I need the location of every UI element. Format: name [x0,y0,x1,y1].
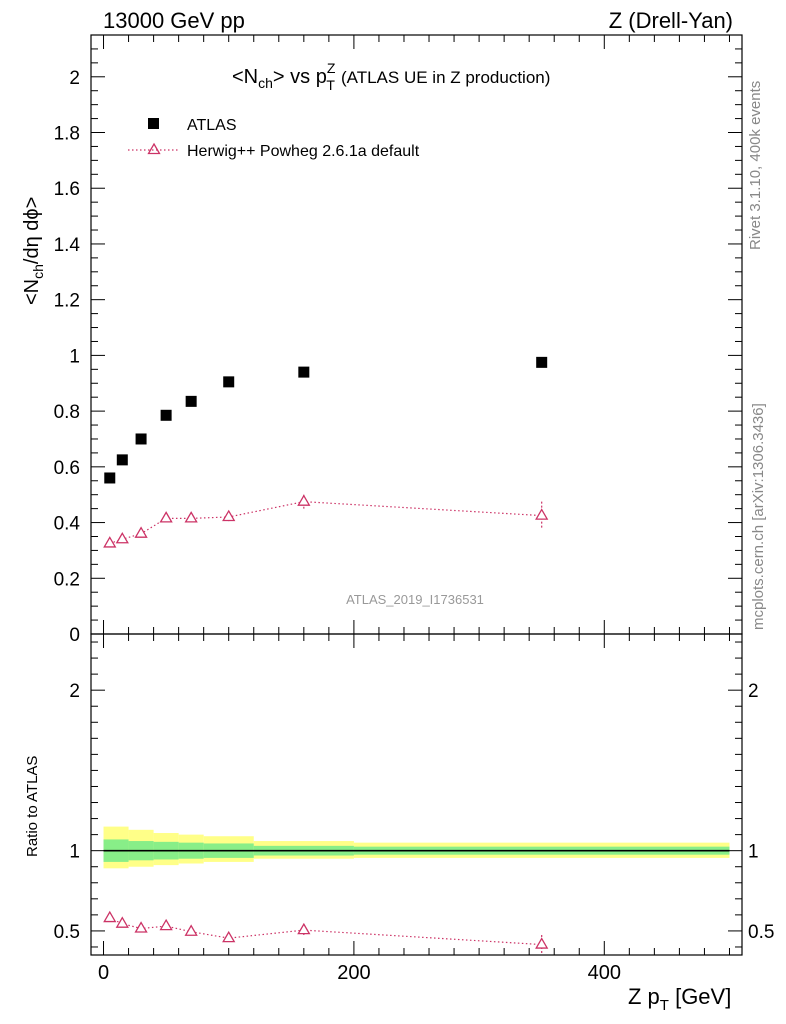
xlabel-pre: Z p [628,984,660,1009]
top-point-atlas [223,376,235,388]
ratio-point-herwig [297,922,311,935]
top-point-atlas [160,409,172,421]
header-left: 13000 GeV pp [103,8,245,33]
top-point-atlas [185,395,197,407]
xtick-label: 400 [588,962,621,984]
top-ytick-label: 0.6 [54,458,80,479]
ratio-point-herwig [222,930,236,943]
top-point-atlas [298,366,310,378]
top-point-atlas [104,472,116,484]
mcplots-label: mcplots.cern.ch [arXiv:1306.3436] [750,403,767,630]
title-main: <N [232,66,258,88]
top-point-atlas [536,356,548,368]
top-ytick-label: 1.2 [54,291,80,312]
top-point-herwig [134,526,148,538]
axes: 0 0.2 0.4 0.6 0.8 1 1.2 1.4 1.6 1.8 2 0 200 400 0.5 0.5… [54,34,774,984]
ratio-ylabel: Ratio to ATLAS [24,756,41,857]
data-points [103,356,549,955]
ratio-point-herwig [535,937,549,949]
top-point-herwig [297,494,311,506]
legend-marker-atlas [148,118,159,129]
title-sub2: T [326,77,335,93]
xlabel-sub: T [660,997,669,1014]
top-ytick-label: 1.4 [54,235,81,256]
top-ylabel: <Nch/dη dϕ> [21,197,46,305]
legend-label-herwig: Herwig++ Powheg 2.6.1a default [187,143,420,160]
analysis-tag: ATLAS_2019_I1736531 [346,592,484,607]
top-point-herwig [103,536,117,548]
title-main-rest: > vs p [273,66,327,88]
top-point-herwig [222,509,236,522]
top-series-line [109,501,542,545]
top-ytick-label: 0.8 [54,402,80,423]
xlabel-post: [GeV] [669,984,731,1009]
top-point-herwig [115,531,129,544]
title-main-sub: ch [258,75,273,91]
ratio-point-herwig [159,918,173,931]
ratio-point-herwig [184,924,198,936]
top-point-herwig [535,508,549,520]
header-right: Z (Drell-Yan) [609,8,733,33]
top-ytick-label: 1 [69,346,80,367]
ratio-ytick-label: 1 [69,842,80,863]
top-ylabel-post: /dη dϕ> [21,197,43,264]
xlabel: Z pT [GeV] [628,984,731,1014]
xtick-label: 200 [337,962,370,984]
legend-label-atlas: ATLAS [187,117,237,134]
ratio-series-line [109,917,542,946]
top-ylabel-pre: <N [21,279,43,305]
top-point-herwig [184,511,198,523]
xtick-label: 0 [98,962,109,984]
top-point-herwig [159,511,173,523]
top-ytick-label: 0.4 [54,514,81,535]
ratio-frame [90,633,743,956]
top-point-atlas [116,454,128,466]
top-ytick-label: 2 [69,68,80,89]
top-ytick-label: 0.2 [54,569,80,590]
ratio-point-herwig [115,916,129,928]
uncertainty-bands [103,826,730,869]
title-sup: Z [327,60,336,76]
chart-title: <Nch> vs pZ T (ATLAS UE in Z production) [232,60,550,93]
ratio-point-herwig [103,910,117,923]
ratio-ytick-label-right: 1 [748,842,759,863]
ratio-ytick-label-right: 0.5 [748,922,774,943]
top-ytick-label: 0 [69,625,80,646]
top-ylabel-sub: ch [30,264,46,279]
ratio-ytick-label: 0.5 [54,922,80,943]
ratio-point-herwig [134,921,148,933]
top-ytick-label: 1.6 [54,179,80,200]
legend-marker-herwig [147,142,161,155]
legend: ATLAS Herwig++ Powheg 2.6.1a default [128,117,420,160]
ratio-ytick-label-right: 2 [748,681,759,702]
ratio-ytick-label: 2 [69,681,80,702]
title-extra: (ATLAS UE in Z production) [341,68,550,87]
top-point-atlas [135,433,147,445]
rivet-version-label: Rivet 3.1.10, 400k events [747,81,764,250]
top-ytick-label: 1.8 [54,124,80,145]
